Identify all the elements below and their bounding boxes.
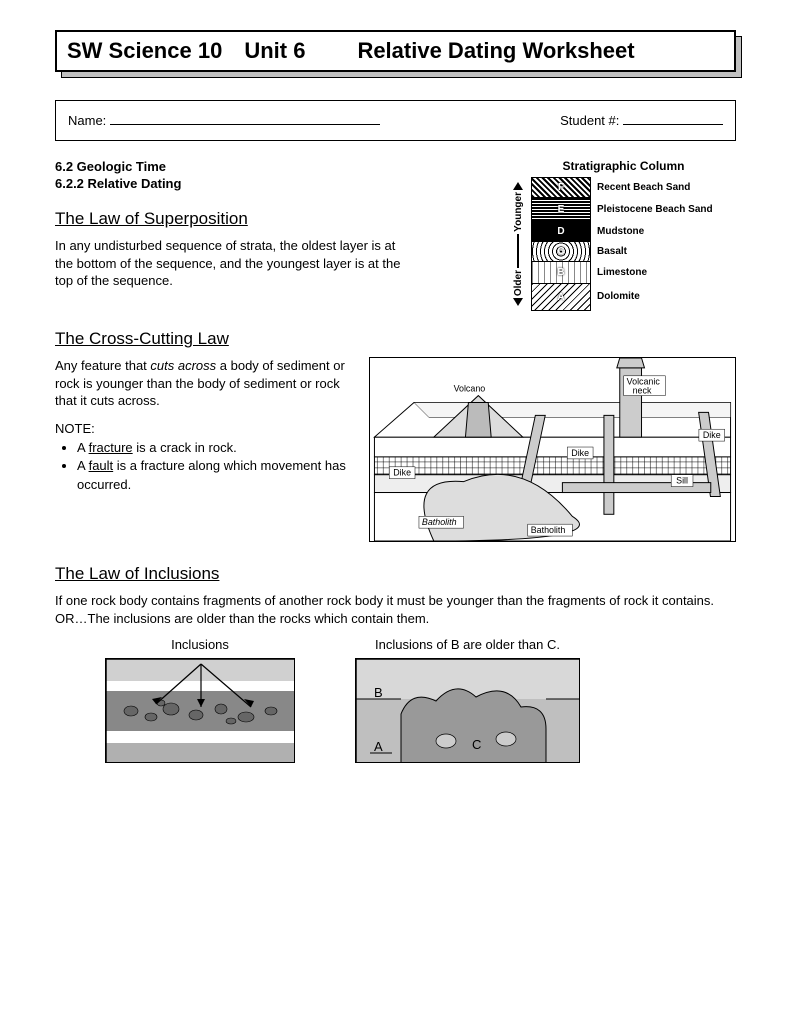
strat-label-D: Mudstone	[597, 221, 713, 241]
lbl-dike-3: Dike	[703, 430, 721, 440]
b1a: A	[77, 440, 89, 455]
worksheet-title: Relative Dating Worksheet	[357, 38, 634, 64]
strat-label-C: Basalt	[597, 241, 713, 261]
incl-svg-1	[105, 658, 295, 763]
lbl-batholith-2: Batholith	[531, 525, 566, 535]
note-bullet-2: A fault is a fracture along which moveme…	[77, 457, 355, 493]
inclusions-diagrams-row: Inclusions Inclusi	[55, 637, 736, 766]
incl-lbl-B: B	[374, 685, 383, 700]
older-label: Older	[513, 268, 524, 298]
incl-label-1: Inclusions	[105, 637, 295, 652]
strat-label-B: Limestone	[597, 261, 713, 283]
strat-label-A: Dolomite	[597, 283, 713, 309]
younger-label: Younger	[513, 190, 524, 234]
inclusions-text: If one rock body contains fragments of a…	[55, 592, 736, 627]
strat-layer-E: E	[532, 198, 590, 222]
strat-layer-D: D	[532, 222, 590, 242]
crosscutting-text-col: Any feature that cuts across a body of s…	[55, 357, 355, 542]
lbl-dike-1: Dike	[393, 468, 411, 478]
student-field: Student #:	[560, 111, 723, 128]
stratigraphic-column: Stratigraphic Column Younger Older FEDCB…	[511, 159, 736, 311]
course-label: SW Science 10	[67, 38, 222, 64]
b1u: fracture	[89, 440, 133, 455]
student-blank-line[interactable]	[623, 111, 723, 125]
section-number-1: 6.2 Geologic Time	[55, 159, 497, 174]
strat-layer-C: C	[532, 242, 590, 262]
note-label: NOTE:	[55, 420, 355, 438]
crosscutting-text: Any feature that cuts across a body of s…	[55, 357, 355, 410]
note-bullet-1: A fracture is a crack in rock.	[77, 439, 355, 457]
strat-layer-labels: Recent Beach SandPleistocene Beach SandM…	[597, 177, 713, 311]
incl-lbl-C: C	[472, 737, 481, 752]
strat-label-F: Recent Beach Sand	[597, 177, 713, 197]
crosscutting-row: Any feature that cuts across a body of s…	[55, 357, 736, 542]
inclusions-title: The Law of Inclusions	[55, 564, 736, 584]
section-number-2: 6.2.2 Relative Dating	[55, 176, 497, 191]
lbl-sill: Sill	[676, 476, 688, 486]
name-student-box: Name: Student #:	[55, 100, 736, 141]
name-blank-line[interactable]	[110, 111, 380, 125]
b2b: is a fracture along which movement has o…	[77, 458, 346, 491]
b2u: fault	[89, 458, 114, 473]
crosscutting-diagram: Volcano Volcanic neck Dike Dike Dike Sil…	[369, 357, 736, 542]
left-column: 6.2 Geologic Time 6.2.2 Relative Dating …	[55, 159, 497, 311]
name-field: Name:	[68, 111, 380, 128]
inclusions-diagram-2: Inclusions of B are older than C. B A C	[355, 637, 580, 766]
lbl-volcano: Volcano	[454, 384, 486, 394]
strat-body: Younger Older FEDCBA Recent Beach SandPl…	[511, 177, 736, 311]
inclusions-diagram-1: Inclusions	[105, 637, 295, 766]
cc-text-italic: cuts across	[150, 358, 216, 373]
age-arrow: Younger Older	[511, 177, 525, 311]
incl-lbl-A: A	[374, 739, 383, 754]
cc-text-1: Any feature that	[55, 358, 150, 373]
top-content-row: 6.2 Geologic Time 6.2.2 Relative Dating …	[55, 159, 736, 311]
title-banner: SW Science 10 Unit 6 Relative Dating Wor…	[55, 30, 736, 72]
arrow-down-icon	[513, 298, 523, 311]
strat-title: Stratigraphic Column	[511, 159, 736, 173]
lbl-dike-2: Dike	[571, 448, 589, 458]
crosscutting-title: The Cross-Cutting Law	[55, 329, 736, 349]
strat-layer-A: A	[532, 284, 590, 310]
unit-label: Unit 6	[244, 38, 305, 64]
strat-label-E: Pleistocene Beach Sand	[597, 197, 713, 221]
b2a: A	[77, 458, 89, 473]
strat-layers: FEDCBA	[531, 177, 591, 311]
lbl-batholith-1: Batholith	[422, 517, 457, 527]
title-front: SW Science 10 Unit 6 Relative Dating Wor…	[55, 30, 736, 72]
superposition-title: The Law of Superposition	[55, 209, 497, 229]
name-label: Name:	[68, 113, 106, 128]
b1b: is a crack in rock.	[133, 440, 237, 455]
arrow-shaft	[517, 234, 519, 268]
strat-layer-F: F	[532, 178, 590, 198]
crosscutting-svg: Volcano Volcanic neck Dike Dike Dike Sil…	[370, 358, 735, 541]
arrow-up-icon	[513, 177, 523, 190]
student-label: Student #:	[560, 113, 619, 128]
incl-svg-2: B A C	[355, 658, 580, 763]
strat-layer-B: B	[532, 262, 590, 284]
note-list: A fracture is a crack in rock. A fault i…	[55, 439, 355, 494]
incl-label-2: Inclusions of B are older than C.	[355, 637, 580, 652]
superposition-text: In any undisturbed sequence of strata, t…	[55, 237, 415, 290]
lbl-neck: neck	[633, 386, 652, 396]
